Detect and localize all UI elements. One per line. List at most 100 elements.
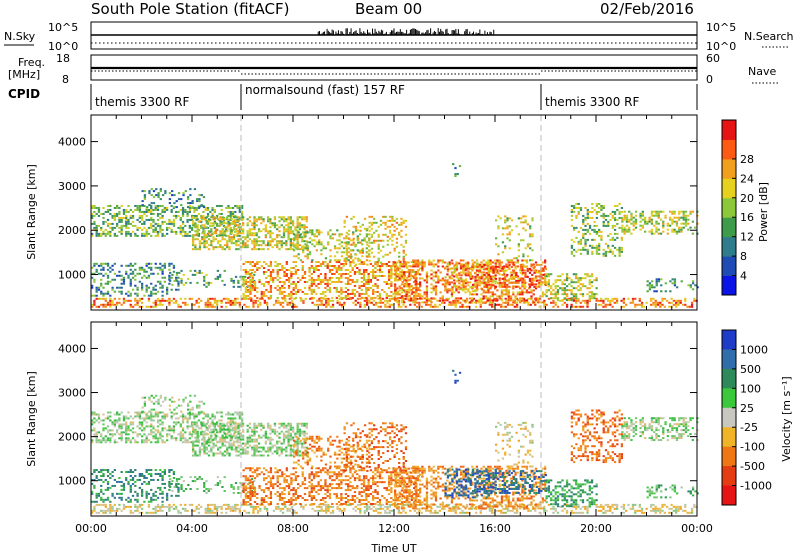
power-cell <box>111 226 114 229</box>
velocity-cell <box>91 413 94 416</box>
power-cell <box>443 299 447 302</box>
power-cell <box>219 220 222 223</box>
power-cell <box>230 240 233 243</box>
power-cell <box>260 248 263 251</box>
power-cell <box>276 296 279 299</box>
power-cell <box>324 257 328 260</box>
power-cell <box>418 297 422 300</box>
power-cell <box>308 271 311 273</box>
power-cell <box>95 297 98 300</box>
power-cell <box>232 216 236 219</box>
power-cell <box>480 261 483 264</box>
power-cell <box>200 220 203 223</box>
power-cell <box>276 246 279 249</box>
power-cell <box>283 280 286 283</box>
power-cell <box>613 246 617 249</box>
power-cell <box>342 296 345 299</box>
power-cell <box>405 265 408 268</box>
power-cell <box>523 259 526 262</box>
power-cell <box>628 228 631 231</box>
power-cell <box>205 246 208 249</box>
velocity-cell <box>118 419 121 422</box>
power-cell <box>621 228 624 231</box>
power-cell <box>216 246 220 249</box>
power-cell <box>266 244 270 247</box>
power-cell <box>684 216 688 219</box>
cpid-label: CPID <box>8 87 40 101</box>
velocity-cell <box>163 413 166 416</box>
power-cell <box>591 252 594 255</box>
power-cell <box>202 210 205 213</box>
power-cell <box>675 232 679 235</box>
power-cell <box>154 266 157 269</box>
power-cell <box>276 263 279 266</box>
power-cell <box>516 259 519 262</box>
power-cell <box>295 255 298 258</box>
power-cell <box>399 278 402 281</box>
power-cell <box>249 274 252 277</box>
power-cell <box>437 265 440 268</box>
power-cell <box>326 263 329 266</box>
power-cell <box>264 226 267 229</box>
power-cell <box>214 222 217 225</box>
power-cell <box>347 243 350 246</box>
power-cell <box>399 265 402 268</box>
power-cell <box>572 273 576 276</box>
power-cell <box>399 286 402 289</box>
power-cell <box>495 219 498 222</box>
power-cell <box>489 261 492 264</box>
power-cell <box>106 210 110 213</box>
power-cell <box>353 280 357 283</box>
power-cell <box>393 249 396 252</box>
power-cell <box>403 279 406 282</box>
power-cell <box>671 278 674 281</box>
power-cell <box>535 285 538 288</box>
power-cell <box>602 222 605 225</box>
power-cell <box>326 278 329 281</box>
power-cell <box>522 239 525 242</box>
power-cell <box>313 239 316 242</box>
power-cell <box>634 222 638 225</box>
power-cell <box>450 291 454 294</box>
power-cell <box>331 272 334 275</box>
power-cell <box>198 242 202 245</box>
power-cell <box>95 232 98 235</box>
velocity-cell <box>193 413 196 416</box>
power-cell <box>257 218 261 221</box>
power-cell <box>237 281 240 284</box>
power-cell <box>356 301 360 304</box>
power-cell <box>506 217 509 220</box>
power-cell <box>292 267 295 270</box>
power-cell <box>93 280 96 283</box>
power-cell <box>255 240 258 243</box>
power-cell <box>177 284 180 287</box>
power-cell <box>365 286 368 289</box>
power-cell <box>287 286 291 289</box>
velocity-cell <box>95 437 98 440</box>
power-cell <box>512 263 516 266</box>
power-cell <box>170 262 173 265</box>
power-cell <box>577 279 580 282</box>
power-cell <box>393 219 396 222</box>
power-cell <box>471 262 475 265</box>
power-cell <box>127 290 130 293</box>
power-cell <box>150 194 153 197</box>
power-cell <box>147 266 151 269</box>
power-cell <box>221 236 224 239</box>
power-cell <box>95 224 98 227</box>
velocity-cell <box>125 433 128 436</box>
power-cell <box>628 220 631 223</box>
power-cell <box>530 295 533 298</box>
power-cell <box>360 280 363 283</box>
power-cell <box>347 233 350 236</box>
velocity-cell <box>120 411 123 414</box>
power-cell <box>365 241 368 244</box>
power-cell <box>478 265 481 268</box>
power-cell <box>159 212 162 215</box>
power-cell <box>607 234 610 237</box>
power-cell <box>165 232 169 235</box>
power-cell <box>278 263 282 266</box>
power-cell <box>131 220 135 223</box>
power-cell <box>493 293 497 296</box>
power-cell <box>315 243 318 246</box>
